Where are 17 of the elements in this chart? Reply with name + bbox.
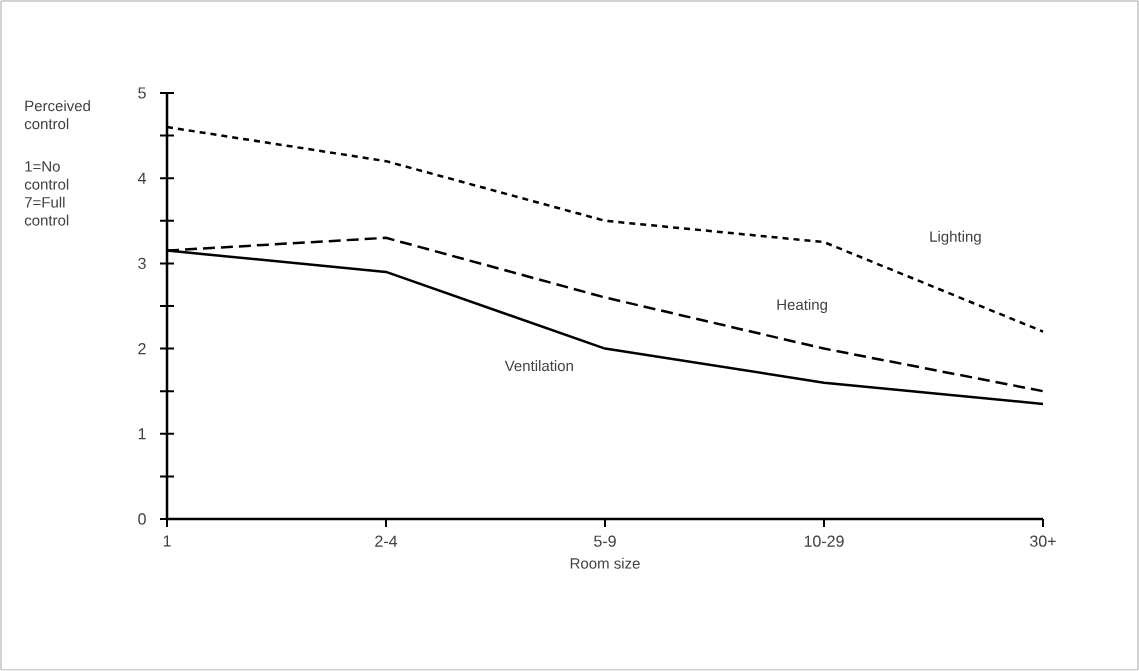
series-label: Heating (777, 299, 827, 313)
x-tick-label: 2-4 (375, 535, 398, 547)
y-tick-label: 5 (138, 87, 146, 99)
text: Lighting (930, 230, 981, 245)
x-tick-label: 10-29 (804, 535, 844, 547)
y-tick-label: 3 (138, 257, 146, 270)
x-axis-title: Room size (570, 557, 640, 569)
series-label: Ventilation (504, 360, 573, 372)
x-tick-label: 5-9 (594, 535, 616, 547)
y-tick-label: 2 (138, 343, 146, 355)
x-tick-label: 1 (163, 535, 171, 547)
y-tick-label: 4 (137, 172, 146, 184)
x-tick-label: 30+ (1030, 535, 1056, 547)
text: 1=No control 7=Full control (24, 161, 69, 226)
y-axis-title: Perceived control (24, 100, 90, 130)
y-tick-label: 0 (138, 513, 146, 525)
y-tick-label: 1 (138, 428, 146, 440)
